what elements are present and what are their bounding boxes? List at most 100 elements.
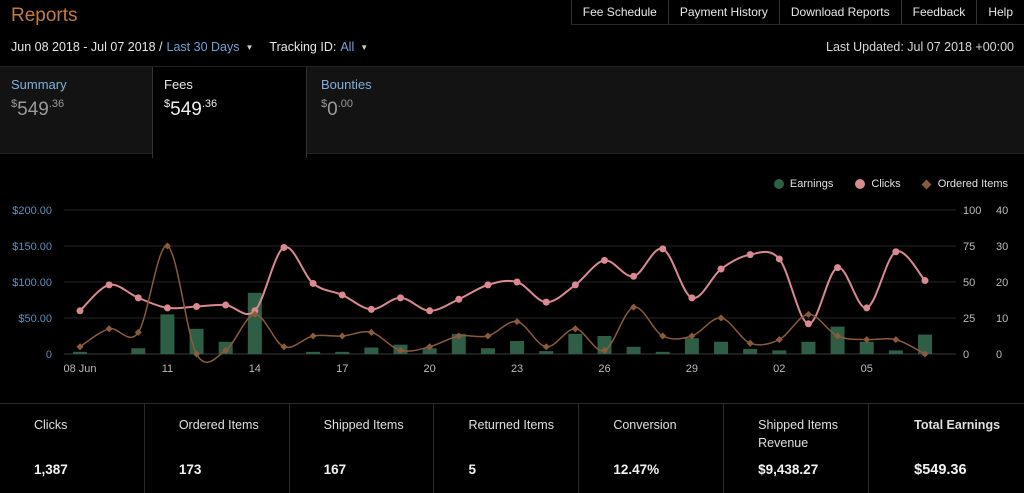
earnings-bar: [684, 338, 699, 354]
earnings-bar: [626, 346, 641, 354]
stat-ordered-items-label: Ordered Items: [178, 418, 259, 432]
earnings-bar: [189, 328, 204, 354]
ordered-items-point: [105, 325, 113, 333]
clicks-point: [163, 304, 171, 312]
earnings-bar: [73, 351, 87, 354]
ordered-items-point: [804, 310, 812, 318]
tab-summary[interactable]: Summary $549.36: [0, 67, 152, 155]
ordered-items-point: [513, 318, 521, 326]
stat-shipped-items-revenue: Shipped Items Revenue $9,438.27: [724, 404, 870, 493]
clicks-point: [193, 302, 201, 310]
ordered-items-point: [630, 303, 638, 311]
stat-ordered-items-value: 173: [178, 462, 202, 477]
legend-earnings[interactable]: Earnings: [773, 178, 834, 190]
tracking-id-label: Tracking ID:: [269, 40, 337, 54]
ordered-items-point: [309, 332, 317, 340]
tracking-caret-icon[interactable]: ▼: [360, 42, 369, 52]
ordered-items-point: [455, 332, 463, 340]
ordered-items-line: [79, 245, 926, 363]
clicks-point: [630, 272, 638, 280]
clicks-point: [105, 281, 113, 289]
help-link[interactable]: Help: [976, 0, 1024, 24]
fee-schedule-link[interactable]: Fee Schedule: [570, 0, 668, 24]
legend-ordered-items-label: Ordered Items: [937, 178, 1008, 190]
legend-clicks[interactable]: Clicks: [855, 178, 901, 190]
clicks-point: [746, 251, 754, 259]
earnings-bar: [160, 314, 175, 354]
feedback-link[interactable]: Feedback: [900, 0, 977, 24]
ordered-items-point: [717, 314, 725, 322]
earnings-bar: [364, 347, 379, 354]
stat-conversion-label: Conversion: [613, 418, 677, 432]
tab-fees[interactable]: Fees $549.36: [152, 67, 307, 158]
earnings-tabs: Summary $549.36 Fees $549.36 Bounties $0…: [0, 66, 1024, 158]
tab-bounties-label: Bounties: [321, 77, 372, 92]
earnings-bar: [772, 350, 787, 354]
clicks-point: [397, 294, 405, 302]
clicks-point: [426, 307, 434, 315]
legend-ordered-items-marker: [921, 179, 932, 189]
tab-fees-label: Fees: [164, 77, 193, 92]
stat-total-earnings-label: Total Earnings: [914, 418, 1001, 432]
stat-total-earnings-value: $549.36: [914, 462, 967, 478]
ordered-items-point: [921, 350, 929, 358]
period-caret-icon[interactable]: ▼: [245, 42, 254, 52]
clicks-point: [892, 248, 900, 256]
ordered-items-point: [193, 350, 201, 358]
stat-returned-items-label: Returned Items: [468, 418, 554, 432]
earnings-bar: [801, 341, 816, 354]
earnings-bar: [247, 292, 262, 354]
x-tick-label: 11: [162, 363, 173, 375]
tab-bounties-amount: $0.00: [321, 98, 353, 120]
tab-summary-label: Summary: [11, 77, 67, 92]
stat-conversion-value: 12.47%: [613, 462, 660, 477]
y-right-tick-label: 30: [996, 241, 1008, 253]
earnings-bar: [888, 350, 903, 354]
stat-shipped-items-revenue-label: Shipped Items Revenue: [758, 418, 839, 450]
stat-conversion: Conversion 12.47%: [579, 404, 725, 493]
x-tick-label: 17: [336, 363, 348, 375]
earnings-bar: [510, 341, 525, 354]
earnings-bar: [451, 333, 466, 354]
stat-shipped-items: Shipped Items 167: [290, 404, 435, 493]
clicks-point: [251, 307, 259, 315]
y-mid-tick-label: 25: [963, 313, 975, 325]
top-navigation: Fee Schedule Payment History Download Re…: [570, 0, 1024, 25]
period-dropdown[interactable]: Last 30 Days: [166, 40, 240, 54]
legend-ordered-items[interactable]: Ordered Items: [921, 178, 1008, 190]
clicks-point: [542, 298, 550, 306]
x-tick-label: 20: [424, 363, 436, 375]
clicks-point: [834, 264, 842, 272]
x-tick-label: 23: [511, 363, 523, 375]
download-reports-link[interactable]: Download Reports: [778, 0, 901, 24]
clicks-point: [338, 291, 346, 299]
y-mid-tick-label: 100: [963, 205, 981, 217]
clicks-point: [571, 281, 579, 289]
clicks-point: [76, 307, 84, 315]
tracking-id-dropdown[interactable]: All: [340, 40, 355, 54]
legend-earnings-label: Earnings: [789, 178, 834, 190]
tab-fees-amount: $549.36: [164, 98, 218, 120]
clicks-point: [134, 294, 142, 302]
earnings-chart: $200.00 100 40$150.00 75 30$100.00 50 20$50.00…: [12, 205, 1008, 375]
clicks-point: [309, 279, 317, 287]
earnings-bar: [743, 348, 758, 354]
earnings-bar: [422, 348, 437, 354]
payment-history-link[interactable]: Payment History: [667, 0, 779, 24]
earnings-bar: [335, 351, 350, 354]
ordered-items-point: [163, 242, 171, 250]
earnings-bar: [480, 348, 495, 354]
ordered-items-point: [863, 336, 871, 344]
y-mid-tick-label: 50: [963, 277, 975, 289]
clicks-point: [804, 320, 812, 328]
y-left-tick-label: $100.00: [12, 277, 52, 289]
ordered-items-point: [542, 343, 550, 351]
tab-bounties[interactable]: Bounties $0.00: [310, 67, 460, 155]
y-mid-tick-label: 0: [963, 349, 969, 361]
stat-clicks-value: 1,387: [34, 462, 68, 477]
y-mid-tick-label: 75: [963, 241, 975, 253]
y-right-tick-label: 40: [996, 205, 1008, 217]
clicks-point: [659, 245, 667, 253]
earnings-bar: [714, 341, 729, 354]
last-updated: Last Updated: Jul 07 2018 +00:00: [826, 40, 1014, 54]
